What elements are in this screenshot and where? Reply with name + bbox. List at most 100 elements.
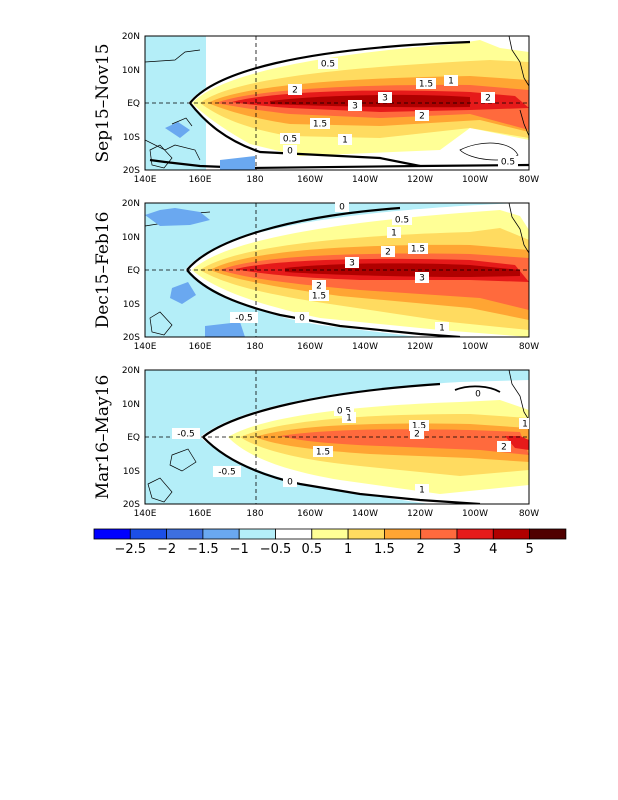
panel-2: Dec15–Feb16 0.5 1 1.5 2 3 [93,199,539,352]
contour-label: 1 [391,229,397,239]
contour-label: 1 [448,77,454,87]
colorbar-swatch [202,528,240,540]
contour-label: 0 [287,147,293,157]
lat-tick-label: EQ [127,433,140,443]
panel-2-neg-patch [145,208,210,226]
lat-tick-label: 10N [122,66,140,76]
panel-1-fill-4 [270,94,470,108]
colorbar-swatch [420,528,458,540]
lon-tick-label: 120W [407,342,433,352]
panel-1-australia-coast [149,144,173,169]
lon-tick-label: 180 [246,509,263,519]
lat-tick-label: 20S [123,333,140,343]
lon-tick-label: 140W [352,342,378,352]
contour-label: 0.5 [283,135,297,145]
contour-label: 0.5 [395,216,409,226]
lon-tick-label: 140E [134,509,157,519]
contour-label: 1.5 [412,422,426,432]
lat-tick-label: EQ [127,99,140,109]
colorbar-swatch [93,528,131,540]
lat-tick-label: 20N [122,32,140,42]
colorbar-tick-label: 3 [453,542,461,557]
contour-label: 2 [419,112,425,122]
panel-1-lat-ticks: 20N 10N EQ 10S 20S [122,32,140,176]
contour-label: 2 [501,443,507,453]
panel-2-contour-labels: 0.5 1 1.5 2 3 3 2 1.5 1 0 -0.5 0 [230,201,449,334]
colorbar: −2.5 −2 −1.5 −1 −0.5 0.5 1 1.5 2 3 4 5 [93,528,567,557]
contour-label: 2 [385,248,391,258]
panel-2-lon-ticks: 140E 160E 180 160W 140W 120W 100W 80W [134,342,540,352]
colorbar-tick-label: 1.5 [374,542,395,557]
colorbar-tick-label: 5 [525,542,533,557]
contour-label: 1 [522,420,528,430]
contour-label: 0 [339,203,345,213]
contour-label: 1.5 [312,292,326,302]
lon-tick-label: 80W [519,509,539,519]
panel-2-fill-4 [285,263,520,277]
lat-tick-label: 10S [123,467,140,477]
panel-2-lat-ticks: 20N 10N EQ 10S 20S [122,199,140,343]
lon-tick-label: 180 [246,175,263,185]
panel-2-americas-coast [508,203,529,254]
lat-tick-label: 10S [123,133,140,143]
contour-label: 1 [346,414,352,424]
colorbar-tick-label: −1.5 [187,542,219,557]
lon-tick-label: 100W [462,175,488,185]
lon-tick-label: 120W [407,509,433,519]
lat-tick-label: 20S [123,166,140,176]
contour-label: 1.5 [313,120,327,130]
colorbar-swatch [383,528,422,540]
colorbar-tick-label: −0.5 [260,542,292,557]
lat-tick-label: 10N [122,400,140,410]
contour-label: 1 [439,324,445,334]
lon-tick-label: 160E [189,342,212,352]
lat-tick-label: 20N [122,366,140,376]
colorbar-swatch [166,528,204,540]
contour-label: 2 [316,282,322,292]
colorbar-swatch [275,528,313,540]
colorbar-swatch [456,528,494,540]
panel-1: Sep15–Nov15 0.5 [93,32,539,185]
contour-label: 1.5 [316,448,330,458]
panel-1-neg-patch [220,156,255,170]
panel-3: Mar16–May16 0.5 1 1.5 2 2 1.5 1 [93,366,539,519]
panel-1-frame [144,35,530,171]
colorbar-tick-label: −2 [157,542,176,557]
lon-tick-label: 160W [297,509,323,519]
panel-3-frame [144,369,530,505]
colorbar-tick-label: 0.5 [301,542,322,557]
lon-tick-label: 140E [134,342,157,352]
panel-2-australia-coast [149,311,173,336]
lon-tick-label: 140W [352,175,378,185]
lon-tick-label: 80W [519,175,539,185]
colorbar-swatch [529,528,567,540]
lon-tick-label: 140E [134,175,157,185]
panel-3-lat-ticks: 20N 10N EQ 10S 20S [122,366,140,510]
colorbar-tick-label: 1 [344,542,352,557]
lon-tick-label: 140W [352,509,378,519]
contour-label: 2 [485,94,491,104]
lat-tick-label: 10N [122,233,140,243]
colorbar-swatch [129,528,168,540]
contour-label: 1 [342,136,348,146]
contour-label: 1 [419,486,425,496]
colorbar-tick-label: 2 [417,542,425,557]
colorbar-tick-label: 4 [489,542,497,557]
contour-label: 3 [382,94,388,104]
contour-label: 0.5 [501,158,515,168]
colorbar-swatch [238,528,276,540]
contour-label: -0.5 [235,314,253,324]
lat-tick-label: 20S [123,500,140,510]
panel-3-fill-2 [280,429,529,455]
panel-3-zero-contour [202,382,441,438]
colorbar-swatch [492,528,530,540]
colorbar-swatch [311,528,349,540]
panel-3-australia-coast [147,477,173,503]
lon-tick-label: 160W [297,175,323,185]
contour-label: 2 [292,86,298,96]
lon-tick-label: 100W [462,509,488,519]
contour-label: 0 [287,478,293,488]
lat-tick-label: EQ [127,266,140,276]
contour-label: 0.5 [337,407,351,417]
